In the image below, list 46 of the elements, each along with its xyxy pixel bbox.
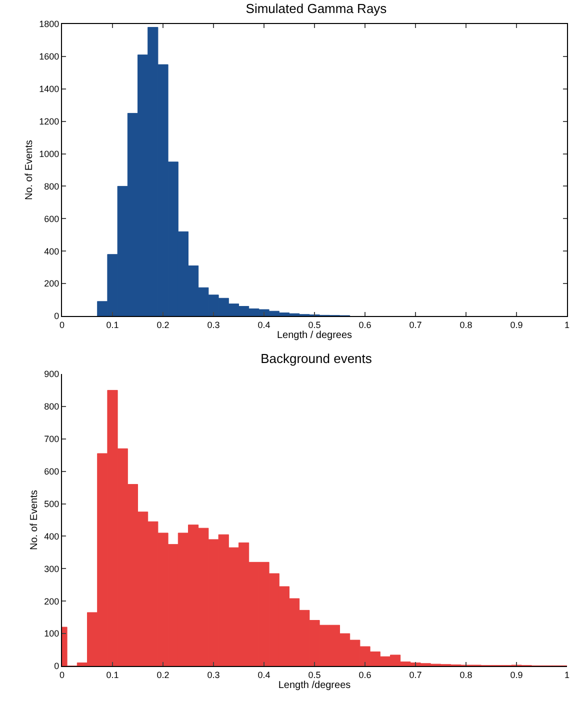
x-tick-label: 0.7 bbox=[409, 670, 422, 680]
x-tick-label: 0.4 bbox=[258, 670, 270, 680]
y-tick-label: 1400 bbox=[39, 84, 60, 94]
x-axis-title: Length / degrees bbox=[276, 330, 352, 341]
y-tick-label: 700 bbox=[44, 434, 60, 444]
y-tick-label: 800 bbox=[44, 402, 60, 412]
x-tick-label: 0.9 bbox=[510, 320, 523, 330]
y-tick-label: 400 bbox=[44, 246, 60, 256]
x-tick-label: 0.5 bbox=[308, 670, 321, 680]
y-tick-label: 500 bbox=[44, 498, 60, 509]
x-tick-label: 0.3 bbox=[207, 320, 220, 330]
y-tick-label: 200 bbox=[44, 278, 60, 289]
x-tick-label: 0.2 bbox=[156, 670, 170, 680]
y-tick-label: 600 bbox=[44, 214, 60, 224]
chart-title: Simulated Gamma Rays bbox=[246, 1, 388, 16]
x-tick-label: 1 bbox=[564, 320, 570, 330]
x-tick-label: 0.4 bbox=[258, 320, 270, 330]
x-tick-label: 0.1 bbox=[106, 320, 119, 330]
y-tick-label: 1800 bbox=[39, 19, 60, 30]
y-tick-label: 1200 bbox=[39, 116, 60, 126]
y-axis-title: No. of Events bbox=[24, 140, 36, 200]
y-tick-label: 300 bbox=[44, 564, 60, 574]
y-tick-label: 400 bbox=[44, 531, 60, 542]
y-tick-label: 200 bbox=[44, 596, 60, 606]
x-tick-label: 0.8 bbox=[460, 670, 472, 680]
x-tick-label: 0.5 bbox=[308, 320, 321, 330]
y-tick-label: 900 bbox=[44, 369, 60, 380]
y-tick-label: 0 bbox=[54, 661, 60, 672]
x-axis-title: Length /degrees bbox=[278, 680, 351, 691]
y-tick-label: 600 bbox=[44, 466, 60, 476]
x-tick-label: 0.6 bbox=[358, 670, 372, 680]
y-tick-label: 800 bbox=[44, 181, 60, 192]
x-tick-label: 0.6 bbox=[358, 320, 372, 330]
y-tick-label: 1000 bbox=[39, 148, 60, 159]
x-tick-label: 0.2 bbox=[156, 320, 170, 330]
x-tick-label: 0.9 bbox=[510, 670, 523, 680]
x-tick-label: 0.8 bbox=[460, 320, 472, 330]
x-tick-label: 0.3 bbox=[207, 670, 220, 680]
y-tick-label: 0 bbox=[54, 311, 60, 322]
y-tick-label: 100 bbox=[44, 628, 60, 639]
x-tick-label: 0.7 bbox=[409, 320, 422, 330]
x-tick-label: 1 bbox=[564, 670, 570, 680]
y-axis-title: No. of Events bbox=[29, 490, 40, 550]
x-tick-label: 0.1 bbox=[106, 670, 119, 680]
y-tick-label: 1600 bbox=[39, 52, 60, 62]
chart-title: Background events bbox=[260, 351, 372, 366]
